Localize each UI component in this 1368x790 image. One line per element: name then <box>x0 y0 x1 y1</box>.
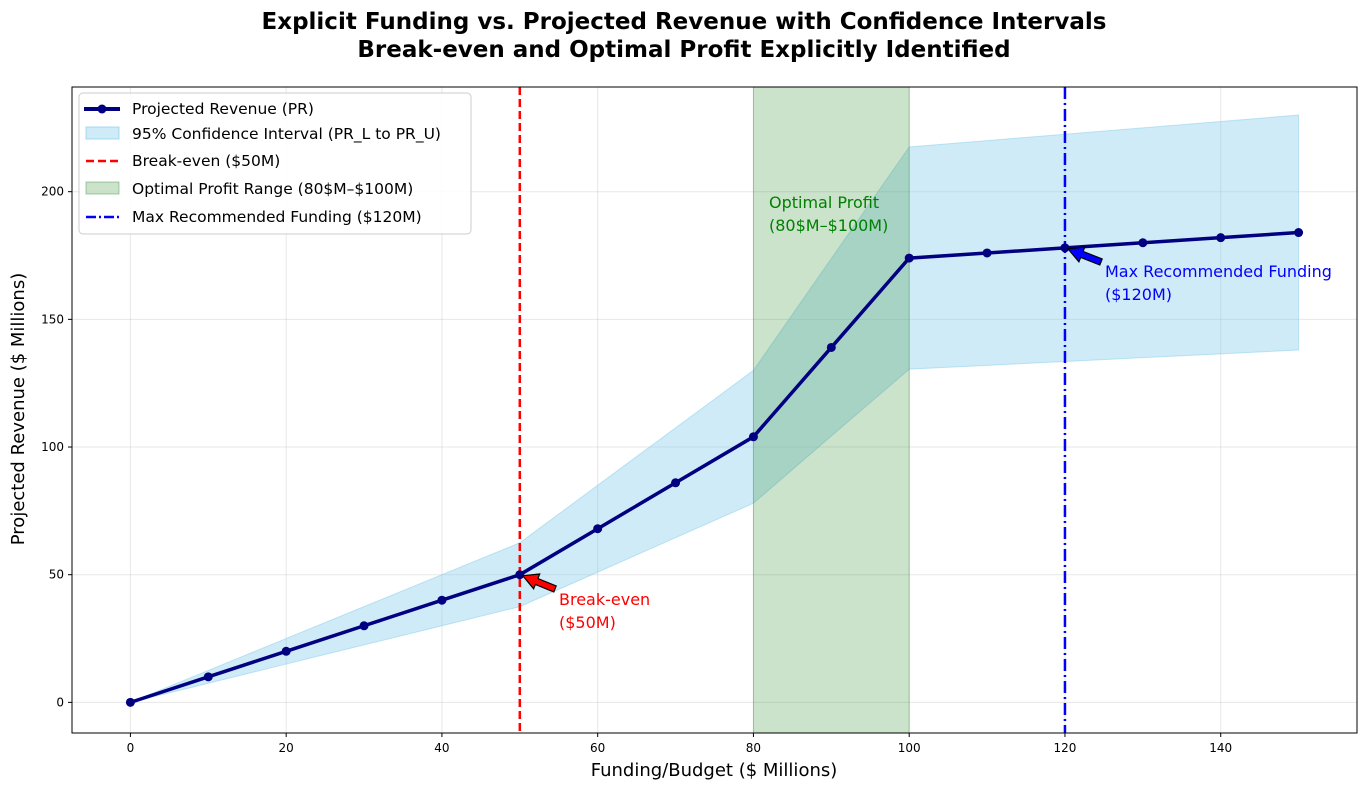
plot-frame <box>71 86 1358 734</box>
legend-swatch-ci <box>85 126 120 140</box>
optimal-profit-annotation-line: Optimal Profit <box>769 193 879 212</box>
breakeven-arrow <box>521 573 557 593</box>
revenue-point <box>748 432 758 442</box>
legend-swatch-optimal <box>85 181 120 195</box>
chart-title: Explicit Funding vs. Projected Revenue w… <box>262 9 1107 35</box>
x-axis-label: Funding/Budget ($ Millions) <box>591 760 838 781</box>
legend-label-breakeven: Break-even ($50M) <box>132 152 280 170</box>
legend-box <box>78 92 472 235</box>
breakeven-annotation: Break-even ($50M) <box>559 590 650 632</box>
revenue-point <box>125 697 135 707</box>
y-axis-label: Projected Revenue ($ Millions) <box>8 273 29 545</box>
revenue-point <box>826 342 836 352</box>
gridlines <box>72 87 1357 733</box>
optimal-profit-region <box>752 86 910 734</box>
y-tick-label: 150 <box>41 312 64 326</box>
y-tick-label: 100 <box>41 440 64 454</box>
revenue-point <box>593 524 603 534</box>
annotations: Break-even ($50M) Optimal Profit (80$M–$100… <box>521 193 1332 632</box>
breakeven-annotation-line: Break-even <box>559 590 650 609</box>
y-tick-label: 0 <box>56 695 64 709</box>
revenue-point <box>1294 228 1304 238</box>
max-funding-annotation-line: ($120M) <box>1105 285 1172 304</box>
plot-area <box>125 86 1304 734</box>
legend-label-ci: 95% Confidence Interval (PR_L to PR_U) <box>132 125 441 144</box>
revenue-line <box>129 230 1299 705</box>
y-axis: 0 50 100 150 200 <box>41 185 72 709</box>
legend: Projected Revenue (PR) 95% Confidence In… <box>78 92 472 235</box>
x-axis: 0 20 40 60 80 100 120 140 <box>127 733 1232 755</box>
x-tick-label: 120 <box>1054 741 1077 755</box>
chart-subtitle: Break-even and Optimal Profit Explicitly… <box>357 37 1010 63</box>
revenue-point <box>203 672 213 682</box>
revenue-point <box>982 248 992 258</box>
x-tick-label: 60 <box>590 741 605 755</box>
revenue-point <box>1060 243 1070 253</box>
legend-label-optimal: Optimal Profit Range (80$M–$100M) <box>132 180 413 198</box>
max-funding-annotation: Max Recommended Funding ($120M) <box>1105 262 1332 304</box>
optimal-profit-annotation-line: (80$M–$100M) <box>769 216 888 235</box>
optimal-profit-annotation: Optimal Profit (80$M–$100M) <box>769 193 888 235</box>
revenue-point <box>1138 238 1148 248</box>
x-tick-label: 40 <box>434 741 449 755</box>
legend-swatch-pr-marker <box>97 104 107 114</box>
legend-label-pr: Projected Revenue (PR) <box>132 100 314 118</box>
x-tick-label: 80 <box>746 741 761 755</box>
x-tick-label: 100 <box>898 741 921 755</box>
y-tick-label: 200 <box>41 185 64 199</box>
revenue-point <box>281 646 291 656</box>
max-funding-annotation-line: Max Recommended Funding <box>1105 262 1332 281</box>
breakeven-annotation-line: ($50M) <box>559 613 616 632</box>
x-tick-label: 0 <box>127 741 135 755</box>
revenue-point <box>359 621 369 631</box>
revenue-point <box>437 595 447 605</box>
revenue-point <box>671 478 681 488</box>
x-tick-label: 140 <box>1209 741 1232 755</box>
revenue-point <box>904 253 914 263</box>
legend-label-max-funding: Max Recommended Funding ($120M) <box>132 208 422 226</box>
revenue-point <box>1216 233 1226 243</box>
y-tick-label: 50 <box>49 568 64 582</box>
revenue-point <box>515 570 525 580</box>
max-funding-arrow <box>1066 246 1103 266</box>
x-tick-label: 20 <box>279 741 294 755</box>
